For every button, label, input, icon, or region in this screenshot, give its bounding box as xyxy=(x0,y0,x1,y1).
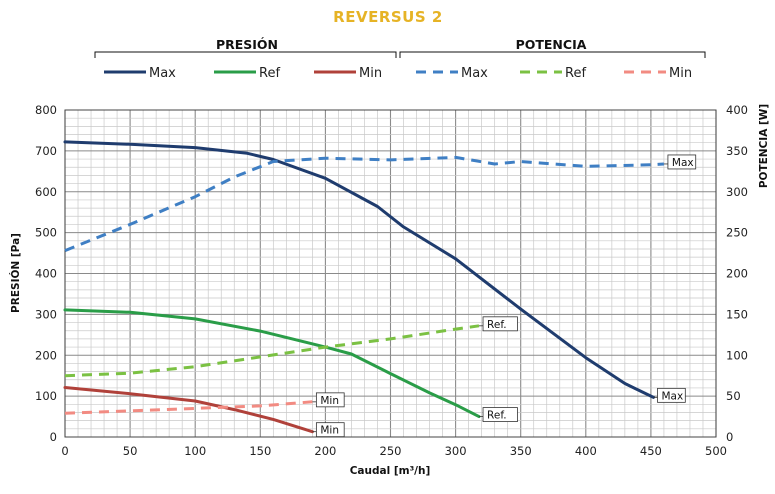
legend-group-power-label: POTENCIA xyxy=(516,37,587,52)
y-left-tick-label: 500 xyxy=(35,226,57,240)
series-line-power-max xyxy=(64,155,664,252)
legend-item-pressure-max: Max xyxy=(104,66,176,81)
x-tick-label: 100 xyxy=(184,444,206,458)
legend-group-power: POTENCIA xyxy=(399,37,706,58)
y-left-tick-label: 200 xyxy=(35,348,57,362)
series-end-label: Min xyxy=(312,422,345,438)
legend-label: Max xyxy=(149,66,176,81)
series-end-label-text: Min xyxy=(320,425,339,437)
x-tick-label: 350 xyxy=(510,444,532,458)
x-tick-label: 0 xyxy=(61,444,68,458)
y-axis-left-label: PRESIÓN [Pa] xyxy=(9,233,22,313)
series-end-label-box xyxy=(657,387,686,403)
legend-item-power-max: Max xyxy=(416,66,488,81)
legend-label: Min xyxy=(669,66,692,81)
x-tick-label: 50 xyxy=(123,444,138,458)
series-end-label-box xyxy=(315,422,345,438)
y-right-tick-label: 50 xyxy=(726,389,741,403)
legend-group-pressure-label: PRESIÓN xyxy=(216,37,278,52)
series-end-label: Max xyxy=(653,387,686,403)
series-end-label-text: Ref. xyxy=(487,410,507,422)
legend-item-power-ref: Ref xyxy=(520,66,586,81)
y-right-tick-label: 0 xyxy=(726,430,733,444)
y-right-tick-label: 100 xyxy=(726,348,748,362)
series-line-pressure-ref xyxy=(63,308,481,419)
legend-label: Min xyxy=(359,66,382,81)
annotations: Max Ref. Min Max Ref. Min xyxy=(312,154,697,438)
series-end-label-box xyxy=(315,392,345,408)
y-left-tick-label: 0 xyxy=(50,430,57,444)
series-end-label: Ref. xyxy=(479,316,518,332)
legend-group-pressure: PRESIÓN xyxy=(94,37,397,58)
chart-title: REVERSUS 2 xyxy=(333,8,443,26)
series-end-label-box xyxy=(482,316,518,332)
series-layer xyxy=(63,140,664,434)
x-tick-label: 300 xyxy=(445,444,467,458)
series-end-label: Max xyxy=(663,154,697,170)
series-end-label-text: Ref. xyxy=(487,319,507,331)
series-line-power-min xyxy=(64,400,313,415)
legend-item-power-min: Min xyxy=(624,66,692,81)
x-axis-label: Caudal [m³/h] xyxy=(350,465,431,477)
legend-label: Ref xyxy=(565,66,586,81)
y-right-tick-label: 300 xyxy=(726,185,748,199)
x-tick-label: 250 xyxy=(380,444,402,458)
y-left-tick-label: 600 xyxy=(35,185,57,199)
y-left-tick-label: 400 xyxy=(35,267,57,281)
series-end-label: Ref. xyxy=(479,407,518,422)
legend-label: Ref xyxy=(259,66,280,81)
ticks: 0 50 100 150 200 250 300 350 400 450 5000100200300… xyxy=(35,103,748,458)
x-tick-label: 450 xyxy=(640,444,662,458)
series-line-pressure-max xyxy=(63,140,655,399)
y-left-tick-label: 100 xyxy=(35,389,57,403)
grid xyxy=(64,109,717,438)
legend: Max Ref Min Max Ref Min xyxy=(104,66,692,81)
series-end-label: Min xyxy=(312,392,345,408)
y-left-tick-label: 700 xyxy=(35,144,57,158)
series-end-label-text: Max xyxy=(662,390,684,402)
y-right-tick-label: 350 xyxy=(726,144,748,158)
x-tick-label: 200 xyxy=(314,444,336,458)
plot-frame xyxy=(64,109,717,438)
series-end-label-text: Max xyxy=(672,157,694,169)
x-tick-label: 500 xyxy=(705,444,727,458)
legend-item-pressure-ref: Ref xyxy=(214,66,280,81)
x-tick-label: 400 xyxy=(575,444,597,458)
y-right-tick-label: 150 xyxy=(726,307,748,321)
series-line-power-ref xyxy=(64,324,480,378)
y-axis-right-label: POTENCIA [W] xyxy=(758,104,770,188)
y-right-tick-label: 200 xyxy=(726,267,748,281)
x-tick-label: 150 xyxy=(249,444,271,458)
legend-group-power-bracket xyxy=(399,51,706,58)
series-end-label-box xyxy=(667,154,697,170)
series-line-pressure-min xyxy=(63,386,314,434)
series-end-label-box xyxy=(482,407,518,422)
y-right-tick-label: 400 xyxy=(726,103,748,117)
legend-item-pressure-min: Min xyxy=(314,66,382,81)
y-right-tick-label: 250 xyxy=(726,226,748,240)
y-left-tick-label: 800 xyxy=(35,103,57,117)
series-end-label-text: Min xyxy=(320,395,339,407)
legend-group-pressure-bracket xyxy=(94,51,397,58)
legend-label: Max xyxy=(461,66,488,81)
y-left-tick-label: 300 xyxy=(35,307,57,321)
